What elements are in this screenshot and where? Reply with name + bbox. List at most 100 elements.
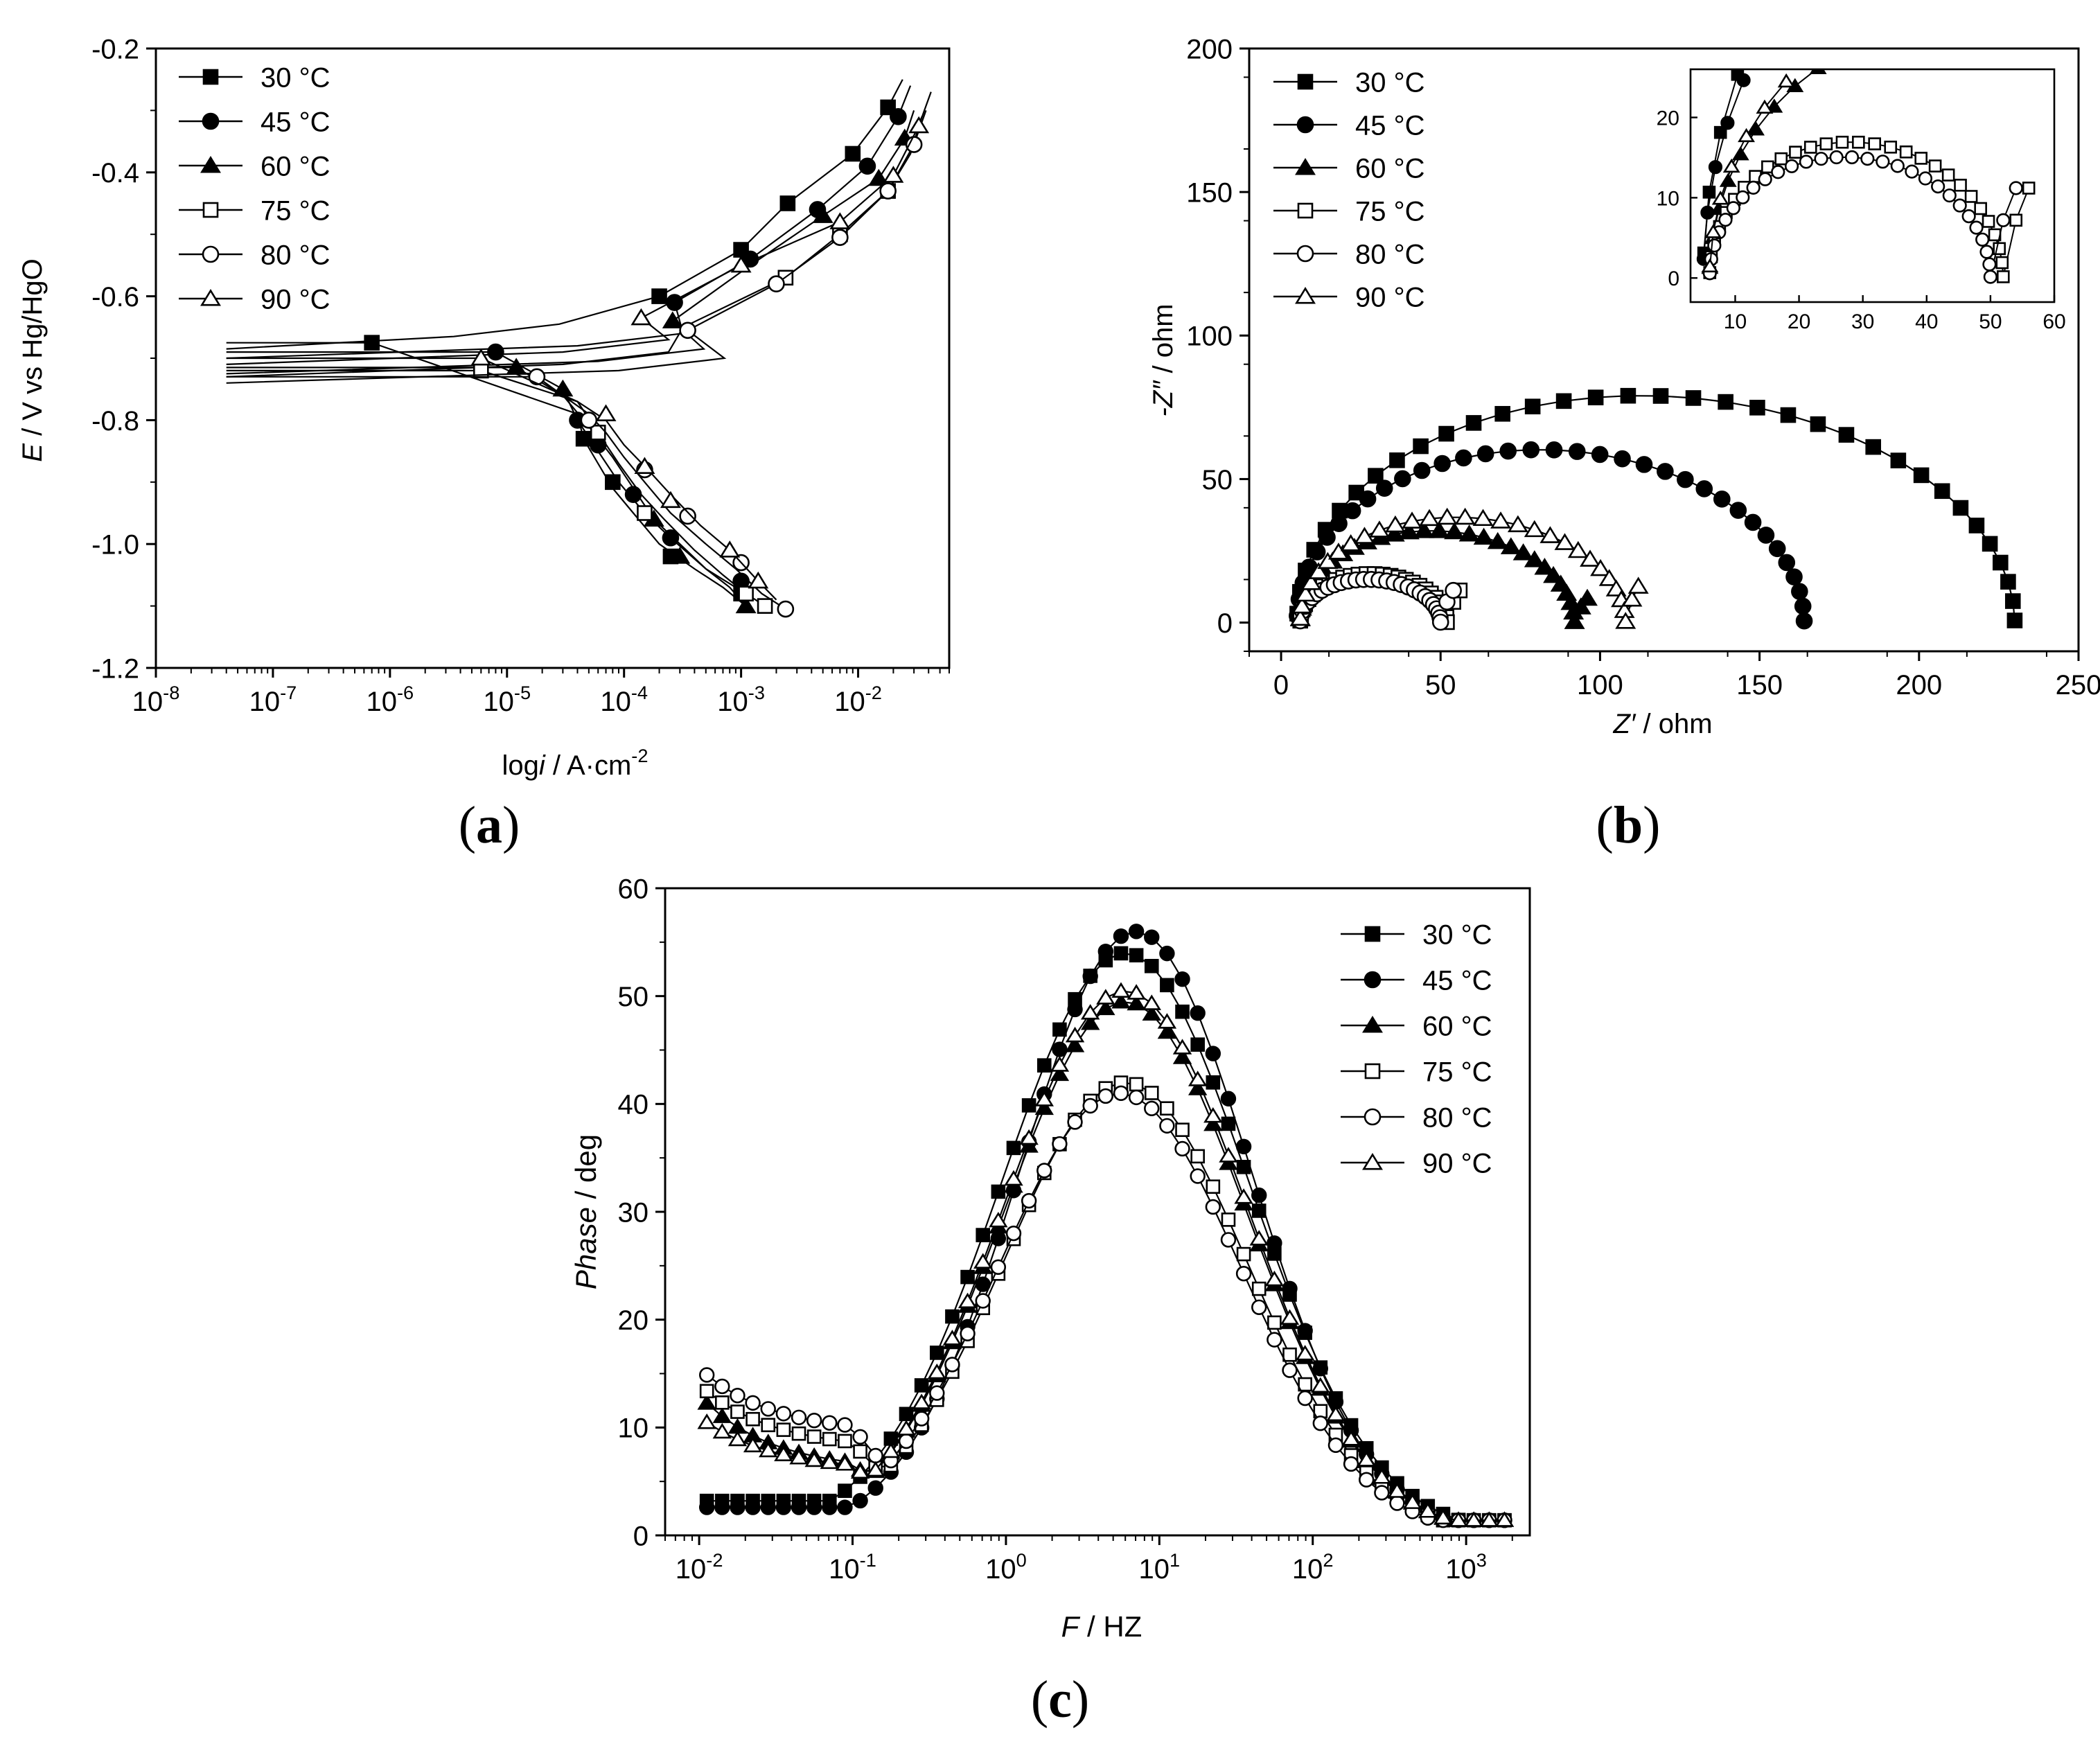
a-data-point (637, 505, 653, 521)
a-data-point (831, 229, 849, 246)
b-data-point (1413, 521, 1435, 538)
c-data-point (806, 1412, 822, 1429)
b-data-point (1436, 507, 1458, 525)
legend-label: 45 °C (1422, 965, 1492, 996)
b-data-point (2006, 612, 2023, 628)
c-data-point (1343, 1456, 1359, 1472)
a-data-point (552, 379, 574, 397)
legend-item: 75 °C (1341, 1057, 1492, 1087)
c-data-point (699, 1384, 714, 1399)
c-data-point (791, 1499, 807, 1515)
c-data-point (1034, 1091, 1054, 1106)
c-data-point (1159, 945, 1175, 962)
a-data-point (757, 598, 773, 614)
inset-data-point (1771, 165, 1785, 179)
inset-data-point (1835, 135, 1849, 149)
inset-data-point (1756, 99, 1774, 114)
inset-data-point (1961, 209, 1976, 224)
inset-data-point (1799, 155, 1814, 169)
b-x-tick-label: 50 (1425, 670, 1456, 700)
c-data-point (1082, 968, 1098, 985)
c-x-tick-label: 10-1 (829, 1549, 876, 1585)
c-data-point (1327, 1437, 1344, 1454)
b-x-tick-label: 250 (2056, 670, 2100, 700)
b-data-point (1384, 515, 1406, 533)
c-data-point (1019, 1129, 1039, 1145)
b-data-point (1375, 479, 1393, 497)
c-data-point (804, 1451, 824, 1467)
b-data-point (1487, 531, 1508, 549)
c-data-point (1097, 943, 1114, 960)
c-data-point (697, 1394, 716, 1410)
b-data-point (1318, 529, 1336, 546)
legend-item: 60 °C (1273, 153, 1425, 184)
c-data-point (760, 1499, 776, 1515)
inset-data-point (1979, 245, 1994, 259)
legend-marker (1295, 158, 1316, 175)
c-data-point (1297, 1390, 1313, 1406)
c-data-point (1172, 1039, 1192, 1055)
a-data-point (868, 168, 890, 186)
c-data-point (1402, 1493, 1422, 1509)
a-cathodic-curve (226, 376, 786, 610)
c-data-point (960, 1269, 975, 1285)
c-data-point (1127, 994, 1146, 1011)
c-data-point (775, 1499, 792, 1515)
c-data-point (1219, 1147, 1238, 1163)
inset-data-point (1982, 257, 1997, 272)
inset-data-point (1969, 220, 1984, 235)
a-y-tick-label: -0.2 (91, 34, 139, 64)
a-data-point (662, 529, 680, 547)
legend-marker (202, 112, 220, 130)
c-data-point (1235, 1138, 1252, 1155)
b-data-point (1524, 520, 1545, 538)
c-x-tick-label: 101 (1139, 1549, 1181, 1585)
legend-label: 90 °C (261, 284, 330, 315)
a-data-point (660, 491, 681, 509)
c-curve (707, 931, 1505, 1522)
b-data-point (1794, 597, 1812, 615)
legend-label: 90 °C (1355, 282, 1425, 312)
c-data-point (1036, 1163, 1052, 1179)
b-plot-frame (1248, 47, 2080, 653)
inset-x-tick-label: 30 (1851, 310, 1874, 333)
b-data-point (1476, 445, 1494, 463)
c-data-point (730, 1388, 745, 1404)
c-data-point (791, 1426, 806, 1441)
c-data-point (1127, 984, 1146, 1000)
a-data-point (858, 157, 876, 175)
a-data-point (364, 335, 380, 351)
inset-data-point (1983, 270, 1997, 284)
b-data-point (1413, 438, 1429, 455)
inset-data-point (1789, 146, 1802, 159)
a-data-point (748, 571, 769, 589)
b-plot-area (1289, 387, 2023, 631)
c-data-point (1267, 1315, 1282, 1330)
inset-x-tick-label: 40 (1915, 310, 1938, 333)
b-data-point (1433, 455, 1451, 473)
c-data-point (1142, 994, 1161, 1010)
a-series (226, 91, 932, 601)
a-data-point (580, 412, 598, 429)
c-data-point (1282, 1362, 1298, 1378)
c-data-point (976, 1228, 991, 1242)
legend-marker (1295, 287, 1316, 304)
b-data-point (1615, 612, 1636, 629)
c-data-point (1234, 1188, 1253, 1204)
b-data-point (1568, 443, 1586, 460)
a-data-point (829, 212, 851, 229)
a-data-point (595, 404, 617, 421)
c-data-point (730, 1404, 745, 1419)
legend-item: 45 °C (1273, 110, 1425, 141)
legend-item: 75 °C (179, 195, 330, 226)
b-data-point (2000, 574, 2016, 590)
a-data-point (812, 206, 833, 223)
b-data-point (1368, 468, 1384, 484)
c-data-point (973, 1253, 993, 1269)
legend-marker (1364, 1108, 1382, 1126)
c-data-point (1128, 1089, 1145, 1106)
a-y-tick-label: -0.4 (91, 158, 139, 188)
panel-label-c: (c) (1031, 1670, 1089, 1729)
inset-data-point (1819, 137, 1833, 150)
c-data-point (1128, 924, 1145, 940)
